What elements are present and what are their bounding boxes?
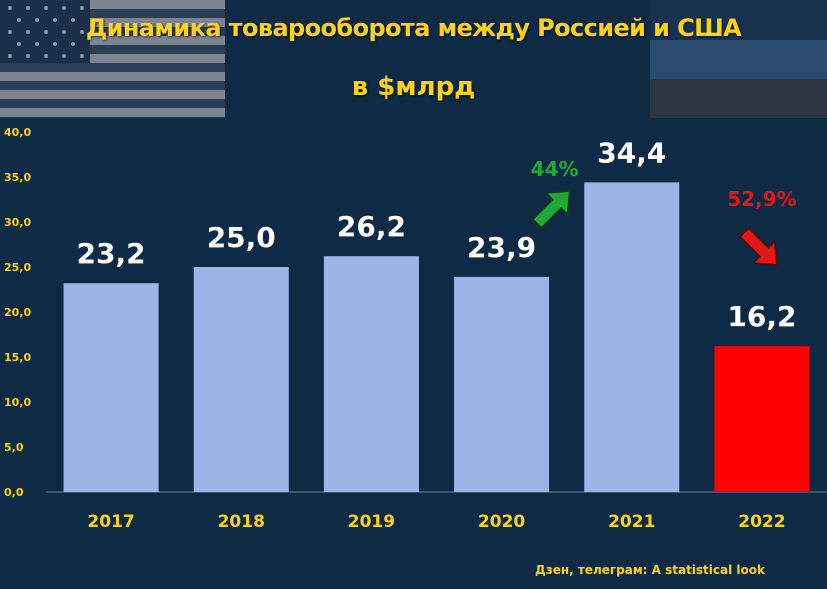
x-tick-label: 2017 bbox=[87, 512, 134, 532]
y-tick-label: 5,0 bbox=[4, 441, 24, 454]
bar-2017 bbox=[63, 283, 159, 492]
us-flag-icon bbox=[0, 0, 225, 118]
x-tick-label: 2019 bbox=[348, 512, 395, 532]
bar-value-label: 23,2 bbox=[77, 237, 146, 270]
y-tick-label: 0,0 bbox=[4, 486, 24, 499]
y-tick-label: 35,0 bbox=[4, 171, 31, 184]
bar-value-label: 34,4 bbox=[597, 136, 666, 169]
y-tick-label: 10,0 bbox=[4, 396, 31, 409]
down-arrow-icon bbox=[739, 227, 778, 266]
x-tick-label: 2020 bbox=[478, 512, 525, 532]
bar-value-label: 25,0 bbox=[207, 221, 276, 254]
y-tick-label: 30,0 bbox=[4, 216, 31, 229]
bar-value-label: 26,2 bbox=[337, 210, 406, 243]
up-arrow-icon bbox=[531, 190, 571, 229]
chart-subtitle: в $млрд bbox=[351, 72, 476, 102]
y-tick-label: 20,0 bbox=[4, 306, 31, 319]
y-tick-label: 15,0 bbox=[4, 351, 31, 364]
bar-value-label: 16,2 bbox=[727, 300, 796, 333]
bar-2021 bbox=[584, 182, 680, 492]
bar-2019 bbox=[323, 256, 419, 492]
bar-2018 bbox=[193, 267, 289, 492]
x-tick-label: 2021 bbox=[608, 512, 655, 532]
x-tick-label: 2022 bbox=[738, 512, 785, 532]
bar-2022 bbox=[714, 346, 810, 492]
y-tick-label: 40,0 bbox=[4, 126, 31, 139]
bar-2020 bbox=[454, 276, 550, 492]
x-tick-label: 2018 bbox=[218, 512, 265, 532]
russia-flag-icon bbox=[650, 0, 827, 118]
y-tick-label: 25,0 bbox=[4, 261, 31, 274]
growth-annotation: 44% bbox=[531, 157, 579, 181]
bar-value-label: 23,9 bbox=[467, 231, 536, 264]
chart-title: Динамика товарооборота между Россией и С… bbox=[85, 14, 742, 42]
source-credit: Дзен, телеграм: A statistical look bbox=[535, 563, 765, 577]
decline-annotation: 52,9% bbox=[727, 187, 796, 211]
